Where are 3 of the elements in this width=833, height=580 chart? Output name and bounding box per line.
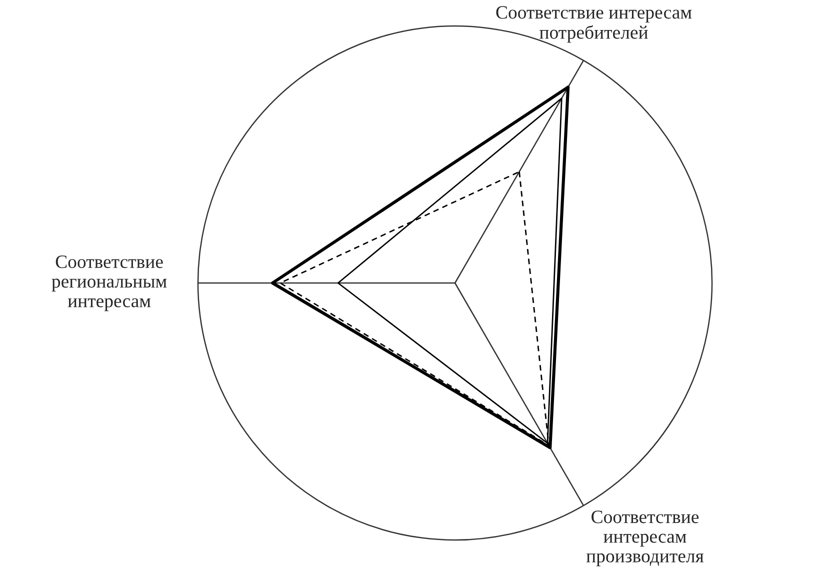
- spoke-label: Соответствие региональным интересам: [52, 255, 167, 312]
- spoke-label: Соответствие интересам производителя: [586, 510, 704, 566]
- spoke-label: Соответствие интересам потребителей: [496, 6, 692, 43]
